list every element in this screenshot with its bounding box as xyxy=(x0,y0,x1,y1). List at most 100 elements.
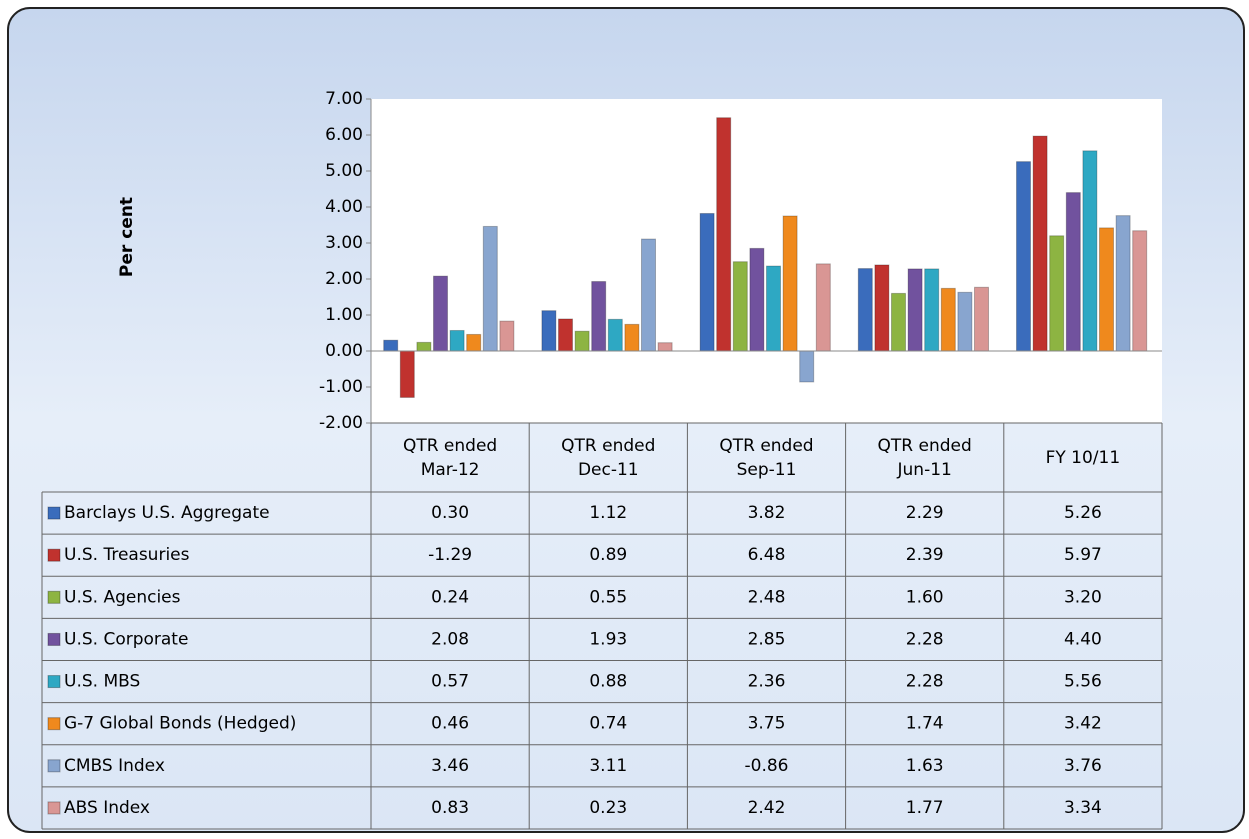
table-value: 3.75 xyxy=(748,714,786,734)
table-value: -0.86 xyxy=(745,756,789,776)
bar xyxy=(957,291,973,352)
x-tick-label: QTR ended Sep-11 xyxy=(719,435,814,480)
bar xyxy=(433,275,448,352)
table-value: 1.74 xyxy=(906,714,944,734)
bar xyxy=(1099,227,1114,352)
legend-key xyxy=(47,506,61,520)
table-value: 1.12 xyxy=(589,503,627,523)
bar xyxy=(1132,230,1148,352)
table-value: 4.40 xyxy=(1064,629,1102,649)
y-tick-label: -1.00 xyxy=(319,377,363,397)
bar xyxy=(782,215,798,352)
x-tick-label: FY 10/11 xyxy=(1045,447,1121,468)
legend-label: U.S. Corporate xyxy=(64,629,188,649)
bar xyxy=(541,310,557,352)
y-axis-title: Per cent xyxy=(117,197,137,277)
table-value: 2.29 xyxy=(906,503,944,523)
bar xyxy=(1049,235,1065,352)
bar xyxy=(607,318,623,352)
legend-key xyxy=(47,632,61,646)
legend-key xyxy=(47,675,61,689)
x-tick-label: QTR ended Dec-11 xyxy=(561,435,656,480)
bar xyxy=(766,265,781,352)
bar xyxy=(558,318,573,352)
table-value: 5.26 xyxy=(1064,503,1102,523)
legend-key xyxy=(47,759,61,773)
table-value: 5.56 xyxy=(1064,672,1102,692)
legend-label: Barclays U.S. Aggregate xyxy=(64,503,270,523)
legend-label: CMBS Index xyxy=(64,756,165,776)
legend-label: U.S. Agencies xyxy=(64,587,181,607)
legend-label: G-7 Global Bonds (Hedged) xyxy=(64,714,296,734)
bar xyxy=(1115,215,1131,352)
bar xyxy=(891,292,906,352)
bar xyxy=(383,339,399,352)
y-tick-label: 4.00 xyxy=(325,197,363,217)
table-value: 3.20 xyxy=(1064,587,1102,607)
bar xyxy=(799,350,815,383)
table-value: 0.89 xyxy=(589,545,627,565)
table-value: 0.74 xyxy=(589,714,627,734)
bar xyxy=(732,261,748,352)
table-value: 2.48 xyxy=(748,587,786,607)
table-value: 0.23 xyxy=(589,798,627,818)
table-value: 3.76 xyxy=(1064,756,1102,776)
bar xyxy=(815,263,831,352)
bar xyxy=(416,341,432,352)
legend-key xyxy=(47,548,61,562)
bar xyxy=(624,323,640,352)
table-value: 0.30 xyxy=(431,503,469,523)
table-value: 2.42 xyxy=(748,798,786,818)
bar xyxy=(499,320,515,352)
table-value: 2.28 xyxy=(906,672,944,692)
table-value: 1.63 xyxy=(906,756,944,776)
table-value: 3.46 xyxy=(431,756,469,776)
table-value: 0.88 xyxy=(589,672,627,692)
legend-label: U.S. Treasuries xyxy=(64,545,190,565)
bar xyxy=(874,264,890,352)
legend-key xyxy=(47,801,61,815)
bar xyxy=(974,286,989,352)
bar xyxy=(657,342,673,352)
bar xyxy=(466,333,482,352)
y-tick-label: 2.00 xyxy=(325,269,363,289)
table-value: 2.39 xyxy=(906,545,944,565)
x-tick-label: QTR ended Jun-11 xyxy=(877,435,972,480)
y-tick-label: 3.00 xyxy=(325,233,363,253)
bar xyxy=(1082,150,1098,352)
table-value: 1.93 xyxy=(589,629,627,649)
bar xyxy=(1016,161,1031,352)
table-value: 1.77 xyxy=(906,798,944,818)
bar xyxy=(449,329,465,352)
bar xyxy=(399,350,415,398)
y-tick-label: 7.00 xyxy=(325,89,363,109)
table-value: 0.24 xyxy=(431,587,469,607)
table-value: 3.11 xyxy=(589,756,627,776)
bar xyxy=(699,212,715,352)
bar xyxy=(482,225,498,352)
bar xyxy=(591,281,607,352)
table-value: 3.42 xyxy=(1064,714,1102,734)
bar xyxy=(924,268,940,352)
bar xyxy=(641,238,656,352)
table-value: 6.48 xyxy=(748,545,786,565)
legend-key xyxy=(47,590,61,604)
bar xyxy=(716,117,732,352)
x-tick-label: QTR ended Mar-12 xyxy=(402,435,498,480)
bar xyxy=(857,268,873,352)
bar xyxy=(1065,192,1081,352)
bar xyxy=(749,247,765,352)
table-value: 0.46 xyxy=(431,714,469,734)
table-value: 3.82 xyxy=(748,503,786,523)
table-value: 3.34 xyxy=(1064,798,1102,818)
table-value: 0.55 xyxy=(589,587,627,607)
legend-key xyxy=(47,717,61,731)
y-tick-label: 6.00 xyxy=(325,125,363,145)
table-value: 2.85 xyxy=(748,629,786,649)
bar xyxy=(574,330,590,352)
bar xyxy=(940,287,956,352)
legend-label: U.S. MBS xyxy=(64,672,140,692)
bar xyxy=(1032,135,1048,352)
